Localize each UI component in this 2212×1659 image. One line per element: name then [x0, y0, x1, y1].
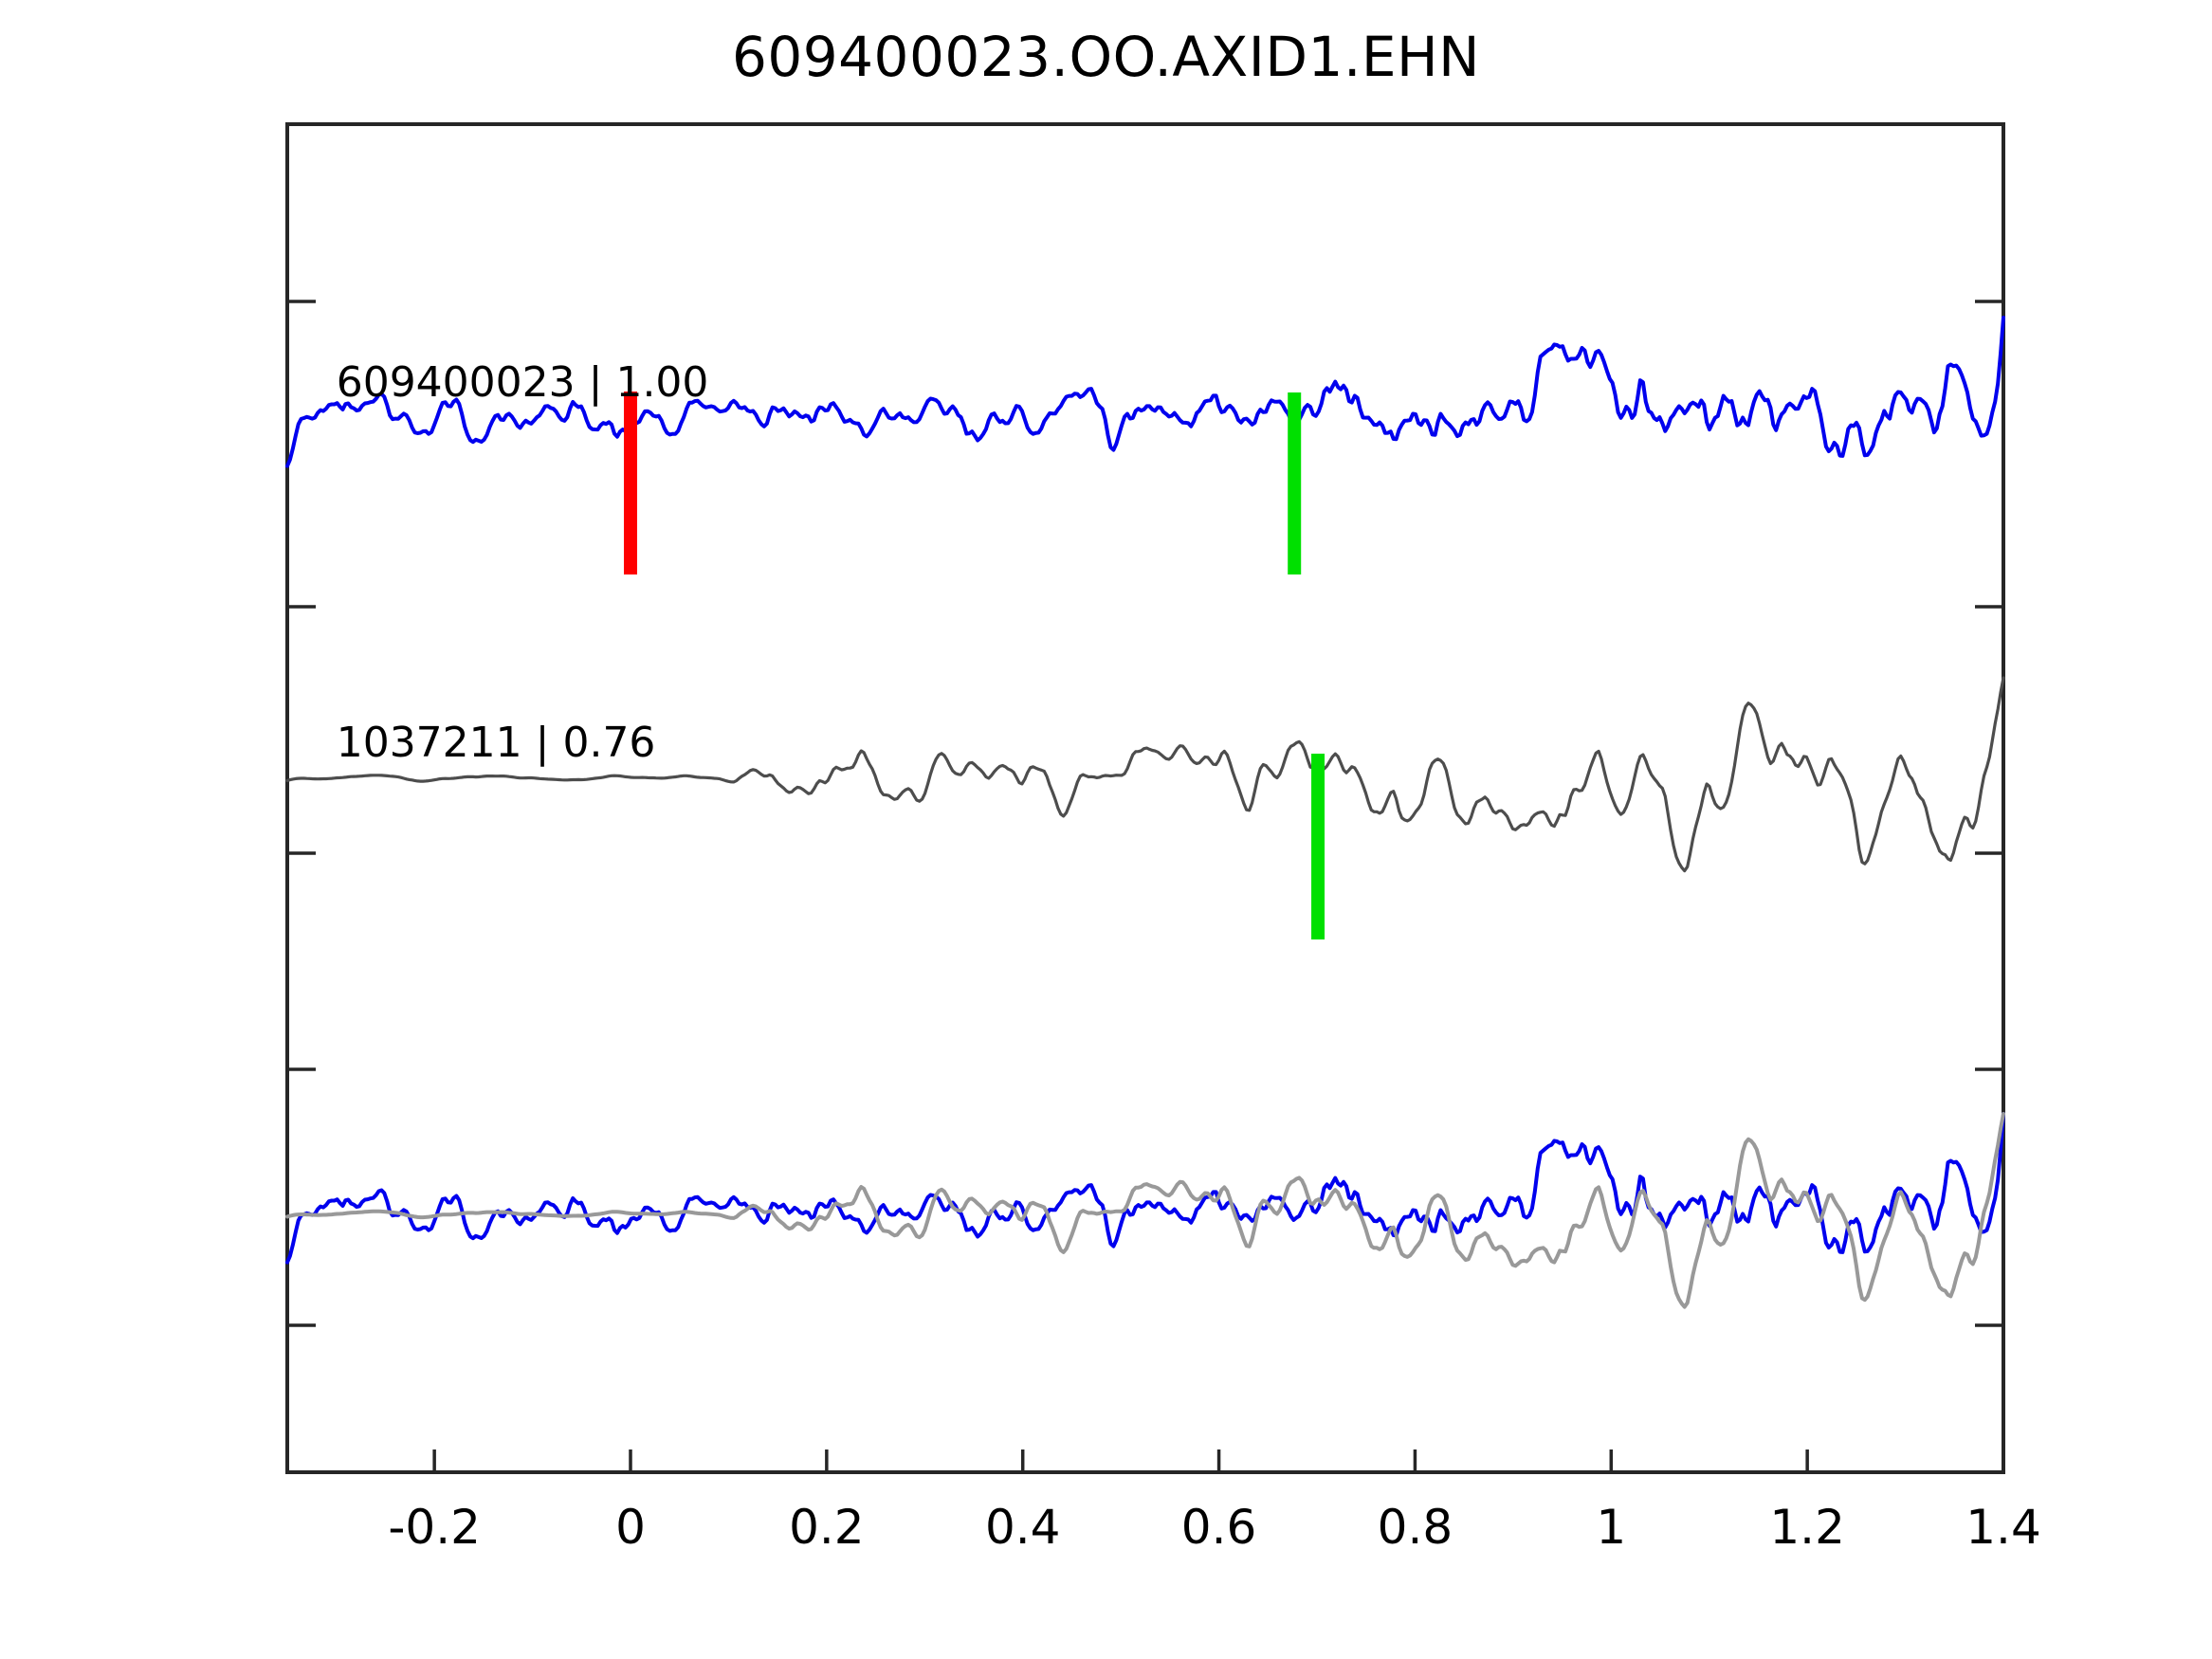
x-tick-label-8: 1.4 — [1965, 1500, 2041, 1555]
x-tick-label-2: 0.2 — [789, 1500, 865, 1555]
trace-detection — [285, 676, 2005, 873]
x-tick-label-4: 0.6 — [1181, 1500, 1257, 1555]
trace-lines — [285, 316, 2005, 1309]
x-tick-labels: -0.2 0 0.2 0.4 0.6 0.8 1 1.2 1.4 — [388, 1500, 2040, 1555]
trace-detection-overlay — [285, 1112, 2005, 1309]
trace-annotations: 609400023 | 1.00 1037211 | 0.76 — [337, 358, 709, 767]
x-tick-label-1: 0 — [615, 1500, 646, 1555]
plot-border — [285, 122, 2005, 1474]
axes-frame — [285, 122, 2005, 1474]
phase-pick-markers — [624, 392, 1325, 939]
trace-template — [285, 316, 2005, 468]
trace-label-template: 609400023 | 1.00 — [337, 358, 709, 407]
x-tick-label-6: 1 — [1596, 1500, 1626, 1555]
trace-template-overlay — [285, 1112, 2005, 1265]
x-tick-label-7: 1.2 — [1769, 1500, 1845, 1555]
trace-label-detection: 1037211 | 0.76 — [337, 719, 656, 767]
x-tick-label-0: -0.2 — [388, 1500, 481, 1555]
x-tick-label-3: 0.4 — [985, 1500, 1061, 1555]
page-title: 609400023.OO.AXID1.EHN — [731, 25, 1481, 89]
x-tick-label-5: 0.8 — [1378, 1500, 1453, 1555]
